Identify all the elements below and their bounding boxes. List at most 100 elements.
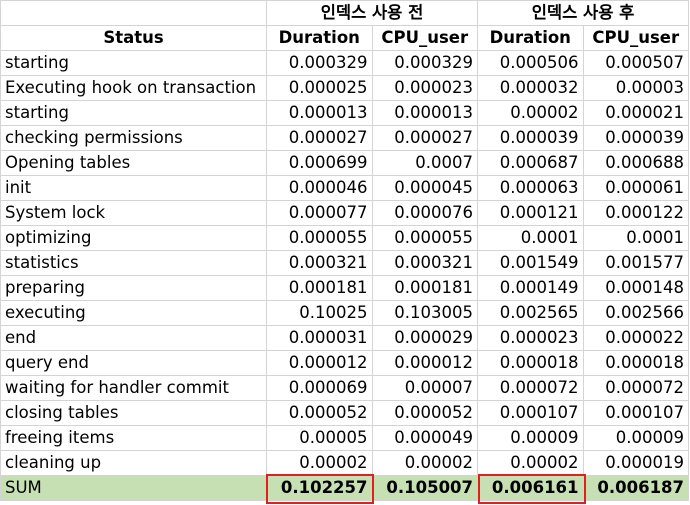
- sum-duration-after-cell[interactable]: 0.006161: [477, 475, 584, 501]
- cpu-after-cell[interactable]: 0.000021: [582, 100, 690, 126]
- cpu-after-cell[interactable]: 0.002566: [582, 300, 690, 326]
- status-cell[interactable]: starting: [0, 100, 267, 126]
- duration-before-cell[interactable]: 0.000013: [266, 100, 373, 126]
- sum-duration-before-cell[interactable]: 0.102257: [266, 475, 373, 501]
- duration-after-cell[interactable]: 0.000032: [477, 75, 584, 101]
- cpu-before-cell[interactable]: 0.00002: [371, 450, 479, 476]
- cpu-after-cell[interactable]: 0.00009: [582, 425, 690, 451]
- duration-before-cell[interactable]: 0.10025: [266, 300, 373, 326]
- status-cell[interactable]: optimizing: [0, 225, 267, 251]
- cpu-after-cell[interactable]: 0.000507: [582, 50, 690, 76]
- cpu-before-cell[interactable]: 0.0007: [371, 150, 479, 176]
- cpu-before-cell[interactable]: 0.000049: [371, 425, 479, 451]
- duration-before-cell[interactable]: 0.000025: [266, 75, 373, 101]
- duration-after-cell[interactable]: 0.000506: [477, 50, 584, 76]
- header-corner-cell[interactable]: [0, 0, 267, 26]
- cpu-before-cell[interactable]: 0.000329: [371, 50, 479, 76]
- status-cell[interactable]: waiting for handler commit: [0, 375, 267, 401]
- duration-after-cell[interactable]: 0.0001: [477, 225, 584, 251]
- duration-before-cell[interactable]: 0.000046: [266, 175, 373, 201]
- cpu-before-cell[interactable]: 0.000027: [371, 125, 479, 151]
- duration-after-cell[interactable]: 0.000063: [477, 175, 584, 201]
- duration-after-cell[interactable]: 0.000072: [477, 375, 584, 401]
- cpu-before-cell[interactable]: 0.000029: [371, 325, 479, 351]
- cpu-after-cell[interactable]: 0.0001: [582, 225, 690, 251]
- duration-before-cell[interactable]: 0.000699: [266, 150, 373, 176]
- duration-before-cell[interactable]: 0.000027: [266, 125, 373, 151]
- duration-before-cell[interactable]: 0.000069: [266, 375, 373, 401]
- duration-after-cell[interactable]: 0.001549: [477, 250, 584, 276]
- duration-before-cell[interactable]: 0.000055: [266, 225, 373, 251]
- cpu-before-cell[interactable]: 0.000055: [371, 225, 479, 251]
- status-cell[interactable]: executing: [0, 300, 267, 326]
- duration-after-cell[interactable]: 0.002565: [477, 300, 584, 326]
- duration-before-cell[interactable]: 0.000031: [266, 325, 373, 351]
- duration-before-cell[interactable]: 0.000077: [266, 200, 373, 226]
- column-header-duration-before[interactable]: Duration: [266, 25, 373, 51]
- cpu-before-cell[interactable]: 0.00007: [371, 375, 479, 401]
- duration-after-cell[interactable]: 0.000149: [477, 275, 584, 301]
- duration-after-cell[interactable]: 0.000039: [477, 125, 584, 151]
- group-header-after-index[interactable]: 인덱스 사용 후: [477, 0, 690, 26]
- status-cell[interactable]: Executing hook on transaction: [0, 75, 267, 101]
- status-cell[interactable]: query end: [0, 350, 267, 376]
- sum-cpu-after-cell[interactable]: 0.006187: [582, 475, 690, 501]
- duration-after-cell[interactable]: 0.000121: [477, 200, 584, 226]
- cpu-after-cell[interactable]: 0.00003: [582, 75, 690, 101]
- duration-after-cell[interactable]: 0.00002: [477, 450, 584, 476]
- cpu-after-cell[interactable]: 0.000107: [582, 400, 690, 426]
- cpu-before-cell[interactable]: 0.000012: [371, 350, 479, 376]
- status-cell[interactable]: Opening tables: [0, 150, 267, 176]
- status-cell[interactable]: preparing: [0, 275, 267, 301]
- cpu-after-cell[interactable]: 0.000022: [582, 325, 690, 351]
- cpu-after-cell[interactable]: 0.000039: [582, 125, 690, 151]
- status-cell[interactable]: System lock: [0, 200, 267, 226]
- column-header-cpu-after[interactable]: CPU_user: [582, 25, 690, 51]
- cpu-before-cell[interactable]: 0.000013: [371, 100, 479, 126]
- column-header-status[interactable]: Status: [0, 25, 267, 51]
- cpu-before-cell[interactable]: 0.000076: [371, 200, 479, 226]
- cpu-before-cell[interactable]: 0.103005: [371, 300, 479, 326]
- cpu-after-cell[interactable]: 0.000122: [582, 200, 690, 226]
- cpu-after-cell[interactable]: 0.001577: [582, 250, 690, 276]
- duration-before-cell[interactable]: 0.000321: [266, 250, 373, 276]
- cpu-before-cell[interactable]: 0.000052: [371, 400, 479, 426]
- duration-before-cell[interactable]: 0.00002: [266, 450, 373, 476]
- group-header-before-index[interactable]: 인덱스 사용 전: [265, 0, 479, 26]
- duration-before-cell[interactable]: 0.000052: [266, 400, 373, 426]
- table-row: System lock 0.000077 0.000076 0.000121 0.000…: [0, 200, 690, 226]
- duration-after-cell[interactable]: 0.000107: [477, 400, 584, 426]
- status-cell[interactable]: closing tables: [0, 400, 267, 426]
- status-cell[interactable]: starting: [0, 50, 267, 76]
- cpu-after-cell[interactable]: 0.000061: [582, 175, 690, 201]
- status-cell[interactable]: freeing items: [0, 425, 267, 451]
- cpu-before-cell[interactable]: 0.000045: [371, 175, 479, 201]
- duration-before-cell[interactable]: 0.00005: [266, 425, 373, 451]
- duration-after-cell[interactable]: 0.000687: [477, 150, 584, 176]
- cpu-after-cell[interactable]: 0.000019: [582, 450, 690, 476]
- cpu-before-cell[interactable]: 0.000023: [371, 75, 479, 101]
- cpu-after-cell[interactable]: 0.000072: [582, 375, 690, 401]
- cpu-after-cell[interactable]: 0.000018: [582, 350, 690, 376]
- duration-after-cell[interactable]: 0.000023: [477, 325, 584, 351]
- duration-before-cell[interactable]: 0.000329: [266, 50, 373, 76]
- sum-cpu-before-cell[interactable]: 0.105007: [371, 475, 479, 501]
- status-cell[interactable]: checking permissions: [0, 125, 267, 151]
- status-cell[interactable]: end: [0, 325, 267, 351]
- duration-after-cell[interactable]: 0.00002: [477, 100, 584, 126]
- duration-before-cell[interactable]: 0.000181: [266, 275, 373, 301]
- status-cell[interactable]: init: [0, 175, 267, 201]
- status-cell[interactable]: cleaning up: [0, 450, 267, 476]
- column-header-duration-after[interactable]: Duration: [477, 25, 584, 51]
- column-header-cpu-before[interactable]: CPU_user: [371, 25, 479, 51]
- duration-after-cell[interactable]: 0.00009: [477, 425, 584, 451]
- cpu-before-cell[interactable]: 0.000181: [371, 275, 479, 301]
- status-cell[interactable]: statistics: [0, 250, 267, 276]
- cpu-after-cell[interactable]: 0.000148: [582, 275, 690, 301]
- sum-label-cell[interactable]: SUM: [0, 475, 267, 501]
- cpu-after-cell[interactable]: 0.000688: [582, 150, 690, 176]
- duration-before-cell[interactable]: 0.000012: [266, 350, 373, 376]
- duration-after-cell[interactable]: 0.000018: [477, 350, 584, 376]
- cpu-before-cell[interactable]: 0.000321: [371, 250, 479, 276]
